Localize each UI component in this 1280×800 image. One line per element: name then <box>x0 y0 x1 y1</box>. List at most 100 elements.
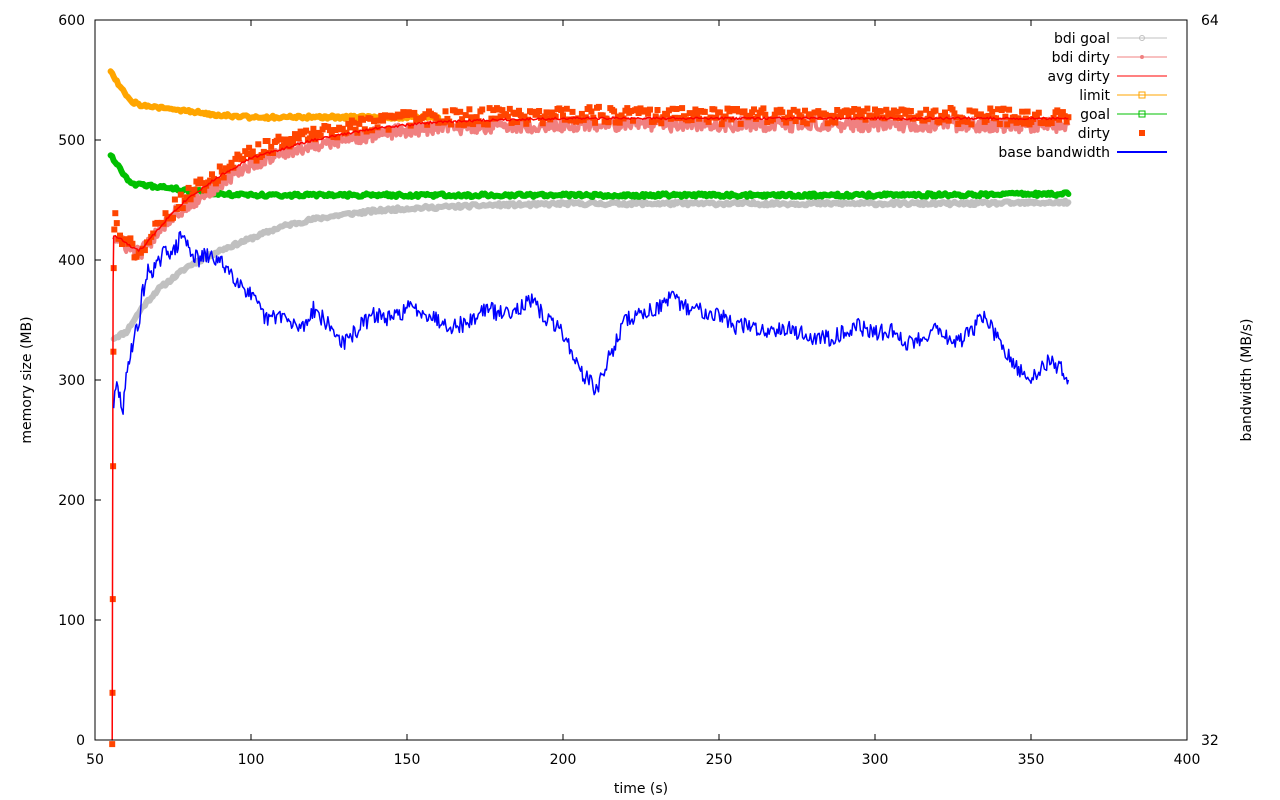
dirty-point <box>872 106 878 113</box>
dirty-point <box>665 107 672 114</box>
legend-label: bdi goal <box>1054 31 1110 47</box>
dirty-point <box>633 106 640 113</box>
dirty-point <box>907 108 914 114</box>
dirty-point <box>785 114 791 121</box>
dirty-point <box>558 107 565 113</box>
legend-goal: goal <box>1080 107 1167 123</box>
dirty-point <box>411 109 418 116</box>
dirty-point <box>654 107 661 113</box>
dirty-point <box>681 113 687 120</box>
dirty-point <box>495 106 502 113</box>
dirty-point <box>690 112 697 119</box>
dirty-point <box>187 196 194 203</box>
dirty-point <box>468 114 475 121</box>
dirty-point <box>246 144 253 151</box>
dirty-point <box>864 105 871 112</box>
dirty-point <box>860 108 867 115</box>
dirty-point <box>347 124 354 131</box>
dirty-point <box>824 120 831 127</box>
dirty-point <box>809 116 816 123</box>
dirty-point <box>326 127 333 134</box>
dirty-point <box>1063 118 1070 125</box>
dirty-point <box>488 115 495 122</box>
dirty-point <box>1004 121 1011 128</box>
dirty-point <box>769 116 776 123</box>
dirty-point <box>771 111 778 118</box>
dirty-point <box>504 113 511 120</box>
dirty-point <box>877 108 884 115</box>
dirty-point <box>650 118 657 125</box>
dirty-point <box>705 118 712 125</box>
dirty-point <box>199 180 206 187</box>
legend-limit: limit <box>1079 88 1167 104</box>
dirty-point <box>514 119 521 125</box>
legend-marker <box>1138 91 1146 99</box>
dirty-point <box>923 106 930 113</box>
dirty-point <box>883 106 890 113</box>
dirty-point <box>286 143 293 150</box>
dirty-point <box>150 230 157 237</box>
y-tick-label: 0 <box>76 733 85 749</box>
dirty-point <box>561 116 568 123</box>
dirty-point <box>1061 113 1068 120</box>
dirty-point <box>968 121 975 128</box>
dirty-point <box>306 135 313 142</box>
dirty-point <box>374 124 381 131</box>
dirty-point <box>119 241 125 247</box>
dirty-point <box>177 191 184 198</box>
dirty-point <box>284 138 291 144</box>
dirty-point <box>637 105 644 112</box>
dirty-point <box>127 235 134 242</box>
dirty-point <box>716 109 723 116</box>
dirty-point <box>171 196 178 203</box>
dirty-point <box>460 121 467 128</box>
dirty-point <box>385 126 392 133</box>
dirty-point <box>195 180 202 187</box>
dirty-point <box>490 107 497 114</box>
dirty-point <box>979 113 986 120</box>
dirty-point <box>945 117 952 124</box>
dirty-point <box>904 107 911 114</box>
dirty-point <box>822 111 829 118</box>
dirty-point <box>442 108 449 115</box>
dirty-point <box>1048 120 1055 126</box>
dirty-point <box>268 143 275 150</box>
dirty-point <box>1020 120 1027 127</box>
dirty-point <box>673 106 680 112</box>
dirty-point <box>512 110 519 117</box>
dirty-point <box>292 131 298 138</box>
dirty-point <box>499 107 506 114</box>
dirty-point <box>996 121 1003 127</box>
y-tick-label: 600 <box>58 13 85 29</box>
dirty-point <box>735 108 742 115</box>
dirty-point <box>189 191 196 198</box>
series-bdi-goal-line <box>110 197 1072 342</box>
dirty-point <box>210 175 217 182</box>
dirty-point <box>983 116 990 123</box>
dirty-point <box>718 121 725 128</box>
x-tick-label: 300 <box>862 752 889 768</box>
dirty-point <box>244 151 251 157</box>
dirty-point <box>942 109 948 116</box>
legend-avg-dirty: avg dirty <box>1047 69 1167 85</box>
dirty-point <box>224 167 231 174</box>
x-tick-label: 100 <box>238 752 265 768</box>
dirty-point <box>363 128 370 135</box>
dirty-point <box>664 111 670 118</box>
dirty-point <box>218 168 225 175</box>
legend-dirty: dirty <box>1078 126 1145 142</box>
dirty-point <box>251 154 258 160</box>
dirty-point <box>185 184 192 191</box>
dirty-point <box>656 116 663 123</box>
y-tick-label: 100 <box>58 613 85 629</box>
dirty-point <box>383 113 390 120</box>
dirty-point <box>356 120 363 127</box>
dirty-point <box>747 112 754 119</box>
dirty-point <box>281 142 287 149</box>
dirty-point <box>424 121 431 128</box>
dirty-point <box>1011 114 1018 121</box>
dirty-point <box>900 107 907 114</box>
dirty-point <box>249 148 256 155</box>
dirty-point <box>405 109 412 116</box>
